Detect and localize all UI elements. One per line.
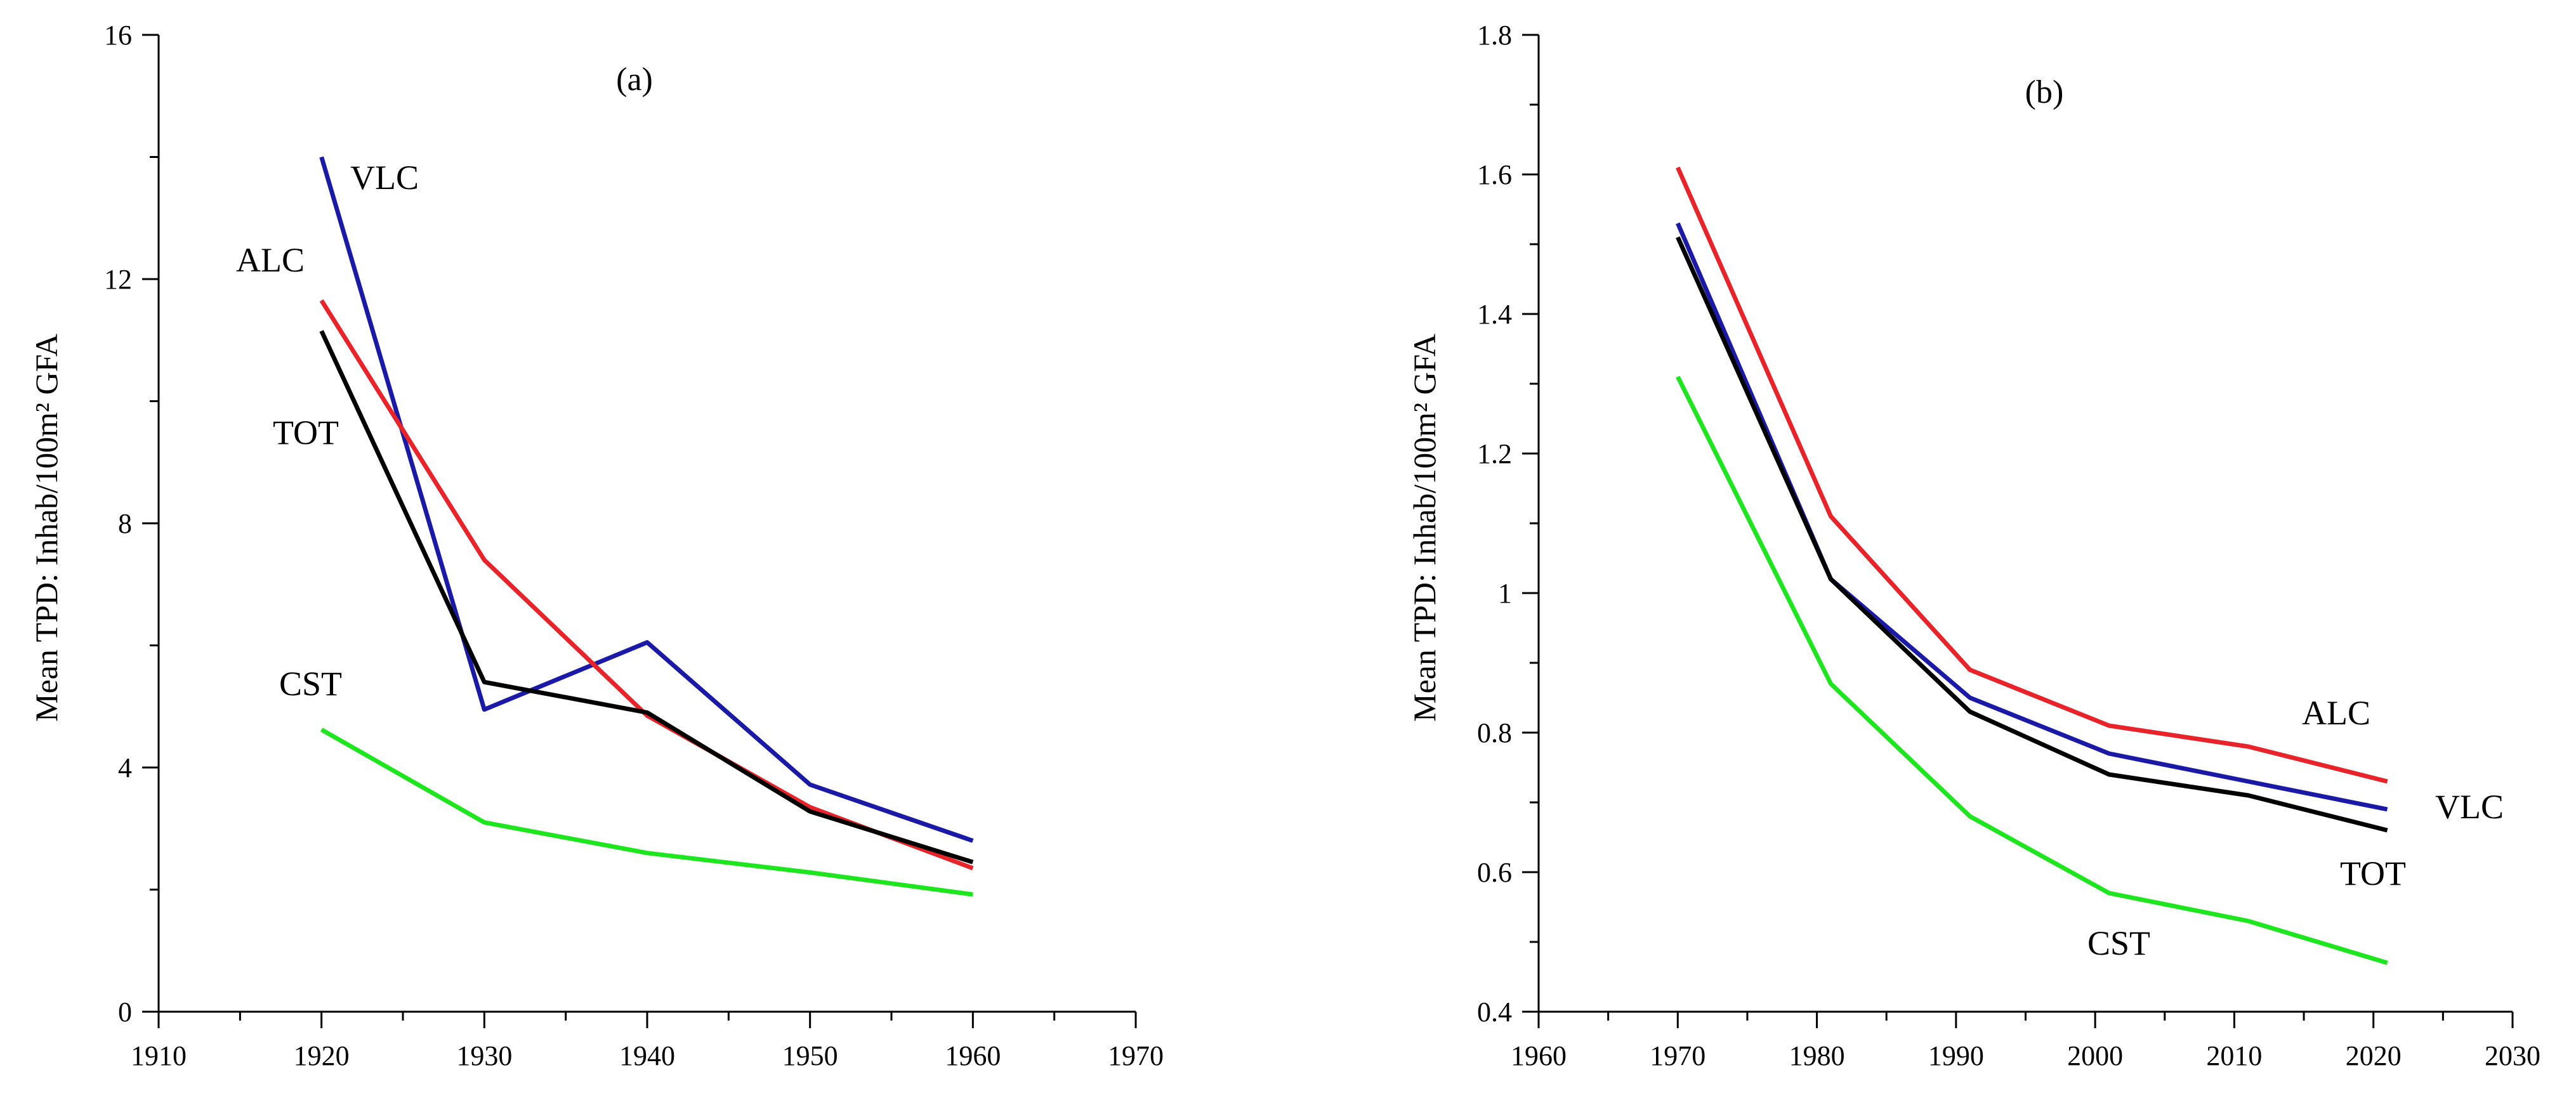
y-axis-title: Mean TPD: Inhab/100m² GFA (1407, 334, 1442, 722)
x-tick-label: 1950 (782, 1040, 838, 1071)
x-tick-label: 1930 (456, 1040, 512, 1071)
panel-label: (a) (616, 62, 653, 98)
y-tick-label: 4 (118, 752, 132, 783)
y-tick-label: 0.8 (1477, 717, 1512, 748)
x-tick-label: 1910 (131, 1040, 187, 1071)
x-tick-label: 1920 (294, 1040, 350, 1071)
series-label-alc: ALC (236, 241, 305, 279)
x-tick-label: 2020 (2346, 1040, 2402, 1071)
x-tick-label: 2030 (2485, 1040, 2540, 1071)
y-tick-label: 16 (104, 20, 132, 51)
series-label-tot: TOT (2340, 854, 2406, 892)
panel-label: (b) (2025, 74, 2064, 110)
y-tick-label: 1.4 (1477, 299, 1512, 330)
series-label-vlc: VLC (2435, 788, 2504, 826)
x-tick-label: 1940 (619, 1040, 675, 1071)
y-tick-label: 0.6 (1477, 857, 1512, 888)
series-label-cst: CST (2087, 924, 2150, 962)
y-tick-label: 1.2 (1477, 438, 1512, 469)
y-tick-label: 1.6 (1477, 159, 1512, 190)
series-line-alc (1676, 166, 2388, 784)
panel-b: (b) Mean TPD: Inhab/100m² GFA ALC VLC TO… (1407, 20, 2540, 1071)
series-line-tot (319, 330, 974, 865)
x-tick-label: 1960 (1511, 1040, 1567, 1071)
y-tick-label: 1.8 (1477, 20, 1512, 51)
x-tick-label: 1960 (945, 1040, 1001, 1071)
y-tick-label: 0 (118, 996, 132, 1028)
series-line-tot (1676, 236, 2388, 833)
x-tick-label: 2000 (2067, 1040, 2123, 1071)
y-tick-label: 0.4 (1477, 996, 1512, 1028)
x-tick-label: 2010 (2206, 1040, 2262, 1071)
y-tick-label: 12 (104, 264, 132, 295)
x-tick-label: 1990 (1928, 1040, 1984, 1071)
y-tick-label: 1 (1498, 578, 1512, 609)
x-tick-label: 1970 (1108, 1040, 1164, 1071)
series-label-cst: CST (279, 665, 342, 703)
series-line-cst (1676, 376, 2388, 965)
panel-a: (a) Mean TPD: Inhab/100m² GFA VLC ALC TO… (29, 20, 1164, 1071)
x-tick-label: 1970 (1650, 1040, 1705, 1071)
y-tick-label: 8 (118, 508, 132, 539)
series-line-vlc (1676, 222, 2388, 812)
y-axis-title: Mean TPD: Inhab/100m² GFA (29, 334, 64, 722)
series-label-alc: ALC (2302, 694, 2370, 732)
series-label-vlc: VLC (350, 159, 419, 197)
series-label-tot: TOT (273, 414, 339, 452)
series-line-vlc (319, 156, 974, 843)
x-tick-label: 1980 (1789, 1040, 1845, 1071)
series-line-cst (320, 728, 973, 897)
